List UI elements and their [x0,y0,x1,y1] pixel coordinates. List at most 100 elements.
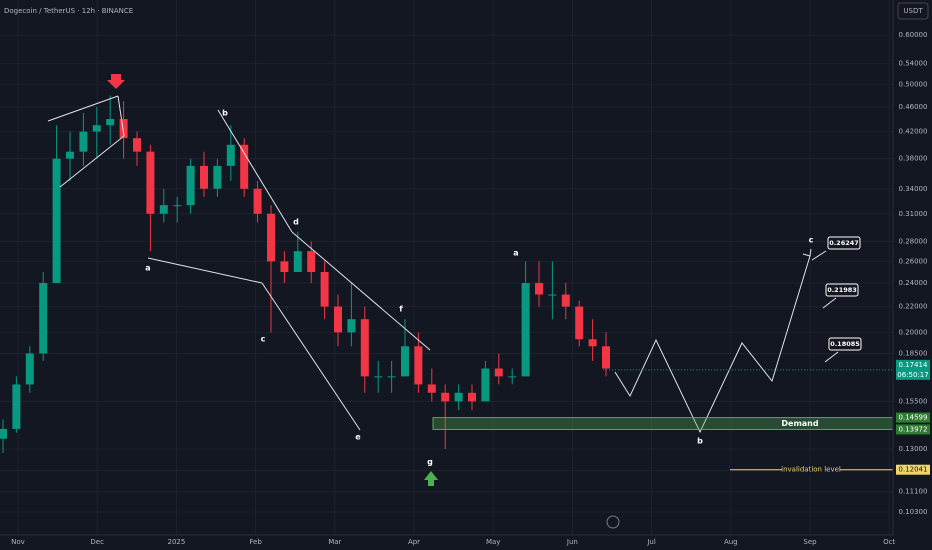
target-label: 0.26247 [829,239,859,247]
target-label: 0.18085 [830,340,860,348]
candle-body [307,251,316,272]
demand-bottom-tag: 0.13972 [899,425,928,433]
wedge-upper [47,95,119,122]
pattern-lines [47,95,839,434]
candle-body [521,283,530,377]
candle-body [508,376,517,378]
x-tick-label: Nov [11,538,25,546]
y-tick-label: 0.42000 [899,128,928,136]
candle-body [575,306,584,340]
y-tick-label: 0.22000 [899,303,928,311]
line-b-d [217,109,293,233]
candle-body [186,165,195,206]
chart-title: Dogecoin / TetherUS · 12h · BINANCE [4,7,133,15]
candle-body [441,392,450,402]
x-tick-label: Jun [566,538,578,546]
candle-body [200,165,208,189]
wave-label: a [513,249,518,258]
candle-body [468,392,476,402]
candle-body [602,346,610,369]
candle-body [25,353,34,385]
candle-body [320,271,329,307]
line-c-e [261,282,361,431]
candle-body [253,188,262,214]
demand-bottom-tag-bg [896,424,930,435]
candle-body [119,119,128,139]
invalidation-tag-bg [896,464,930,475]
y-tick-label: 0.10300 [899,508,928,516]
currency-box [897,2,929,20]
wave-label: c [261,335,266,344]
demand-zone [432,417,894,430]
y-tick-label: 0.13000 [899,445,928,453]
x-tick-label: Oct [883,538,895,546]
candle-body [173,205,182,207]
candle-body [213,165,222,189]
wedge-end [117,95,125,137]
candle-body [92,125,101,132]
x-tick-label: Dec [90,538,104,546]
countdown: 06:50:17 [897,371,928,379]
y-tick-label: 0.28000 [899,237,928,245]
x-tick-label: Aug [724,538,738,546]
y-tick-label: 0.38000 [899,155,928,163]
target-box [828,337,862,351]
axis-labels: 0.60000 0.54000 0.50000 0.46000 0.42000 0.380… [11,31,930,546]
wave-label: f [399,305,403,314]
wave-label: b [222,109,228,118]
y-tick-label: 0.15500 [899,397,928,405]
candle-body [226,144,235,166]
y-tick-label: 0.20000 [899,328,928,336]
candle-body [414,346,423,385]
x-tick-label: Sep [803,538,817,546]
target-pointer [822,297,837,309]
candle-body [401,346,409,377]
wave-label: c [809,236,814,245]
candle-body [561,294,570,307]
candle-body [133,138,141,152]
line-a-c [147,257,263,284]
last-price-bg [896,359,930,380]
y-tick-label: 0.31000 [899,210,928,218]
target-label: 0.21983 [827,286,857,294]
candle-body [52,158,61,284]
buy-arrow [424,471,438,486]
x-tick-label: Apr [408,538,420,546]
invalidation-label-bg [782,464,840,475]
demand-top-tag-bg [896,412,930,423]
wave-label: b [697,437,703,446]
sell-arrow [107,74,125,89]
candle-body [535,283,543,295]
demand-top-tag: 0.14599 [899,414,928,422]
invalidation-tag: 0.12041 [899,466,928,474]
target-box [825,283,859,297]
y-tick-label: 0.26000 [899,257,928,265]
candles [0,95,610,454]
candle-body [588,339,597,347]
candle-body [454,392,463,402]
currency: USDT [903,7,923,15]
y-tick-label: 0.34000 [899,185,928,193]
candle-body [146,151,155,214]
candle-body [240,144,249,189]
target-pointer [824,351,839,363]
forecast-arrow [802,248,812,257]
x-tick-label: Jul [646,538,656,546]
x-tick-label: 2025 [167,538,185,546]
y-tick-label: 0.18500 [899,349,928,357]
wave-label: d [293,218,299,227]
candle-body [548,294,557,296]
target-box [827,236,861,250]
candle-body [66,151,74,159]
y-tick-label: 0.50000 [899,80,928,88]
forecast-path [614,255,811,434]
candle-body [106,119,115,126]
candle-body [374,376,383,378]
wedge-lower [59,135,125,188]
last-price: 0.17414 [899,361,928,369]
y-tick-label: 0.54000 [899,60,928,68]
line-d-f [291,231,431,351]
x-tick-label: May [486,538,500,546]
candle-body [0,428,7,439]
